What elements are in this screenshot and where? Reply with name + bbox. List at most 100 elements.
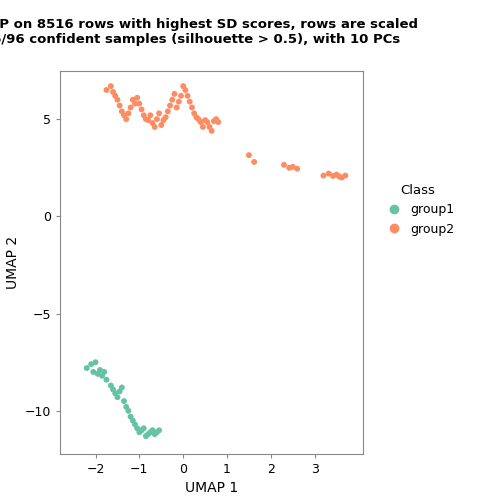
Legend: group1, group2: group1, group2: [381, 184, 454, 235]
Point: [183, 92, 192, 100]
Point: [127, 413, 135, 421]
Point: [102, 375, 110, 384]
Point: [140, 111, 148, 119]
Point: [181, 86, 190, 94]
Point: [111, 92, 119, 100]
Point: [289, 163, 297, 171]
Point: [159, 116, 167, 124]
Point: [149, 426, 157, 434]
Point: [94, 370, 102, 378]
Point: [109, 88, 117, 96]
Point: [115, 101, 123, 109]
Point: [177, 92, 185, 100]
Point: [166, 101, 174, 109]
Point: [245, 151, 253, 159]
Point: [193, 113, 201, 121]
Point: [144, 116, 152, 124]
Point: [120, 397, 128, 405]
Point: [129, 416, 137, 424]
Point: [341, 171, 349, 179]
Point: [206, 123, 214, 131]
Point: [285, 164, 293, 172]
Point: [146, 428, 154, 436]
Point: [175, 98, 183, 106]
Point: [118, 107, 126, 115]
Point: [92, 358, 100, 366]
Point: [122, 403, 130, 411]
Point: [190, 109, 198, 117]
Point: [109, 386, 117, 394]
Point: [146, 111, 154, 119]
Point: [338, 173, 346, 181]
Point: [83, 364, 91, 372]
Point: [199, 123, 207, 131]
Point: [188, 103, 196, 111]
Point: [153, 115, 161, 123]
Point: [293, 165, 301, 173]
Point: [115, 388, 123, 396]
Point: [172, 103, 180, 111]
Point: [157, 121, 165, 129]
Point: [155, 426, 163, 434]
Point: [133, 424, 141, 432]
Point: [144, 430, 152, 438]
Point: [98, 372, 106, 380]
Point: [142, 432, 150, 440]
Point: [140, 424, 148, 432]
Point: [100, 368, 108, 376]
Point: [136, 428, 144, 436]
Point: [124, 109, 133, 117]
Text: UMAP on 8516 rows with highest SD scores, rows are scaled
96/96 confident sample: UMAP on 8516 rows with highest SD scores…: [0, 18, 418, 46]
Point: [155, 109, 163, 117]
Point: [320, 171, 328, 179]
Point: [113, 393, 121, 401]
Point: [195, 115, 203, 123]
Point: [329, 172, 337, 180]
Point: [333, 170, 341, 178]
Point: [151, 123, 159, 131]
Point: [131, 100, 139, 108]
Point: [136, 100, 144, 108]
Point: [120, 111, 128, 119]
Point: [96, 366, 104, 374]
Point: [122, 115, 130, 123]
Point: [186, 98, 194, 106]
Point: [107, 82, 115, 90]
Point: [325, 169, 333, 177]
X-axis label: UMAP 1: UMAP 1: [185, 481, 238, 495]
Point: [335, 172, 343, 180]
Point: [153, 428, 161, 436]
Point: [168, 96, 176, 104]
Point: [138, 105, 146, 113]
Point: [149, 119, 157, 127]
Point: [201, 116, 209, 124]
Point: [212, 115, 220, 123]
Point: [124, 407, 133, 415]
Point: [138, 426, 146, 434]
Point: [164, 107, 172, 115]
Point: [118, 384, 126, 392]
Point: [107, 382, 115, 390]
Point: [89, 368, 97, 376]
Point: [127, 103, 135, 111]
Point: [210, 117, 218, 125]
Point: [151, 430, 159, 438]
Point: [197, 118, 205, 126]
Point: [133, 94, 141, 102]
Point: [102, 86, 110, 94]
Point: [170, 90, 178, 98]
Point: [280, 161, 288, 169]
Y-axis label: UMAP 2: UMAP 2: [6, 235, 20, 289]
Point: [113, 96, 121, 104]
Point: [250, 158, 258, 166]
Point: [129, 96, 137, 104]
Point: [179, 82, 187, 90]
Point: [111, 389, 119, 397]
Point: [131, 420, 139, 428]
Point: [208, 127, 216, 135]
Point: [87, 360, 95, 368]
Point: [203, 118, 211, 126]
Point: [142, 115, 150, 123]
Point: [214, 118, 222, 126]
Point: [162, 113, 170, 121]
